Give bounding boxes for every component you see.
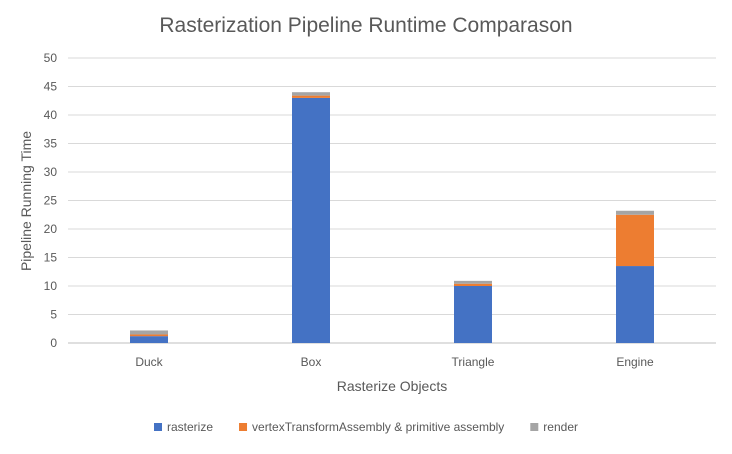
y-tick-label: 30 — [44, 165, 58, 179]
y-tick-label: 50 — [44, 51, 58, 65]
legend: rasterize vertexTransformAssembly & primi… — [154, 420, 578, 434]
bar-segment — [130, 330, 168, 335]
bar-segment — [130, 336, 168, 343]
bar-segment — [454, 283, 492, 286]
y-tick-label: 40 — [44, 108, 58, 122]
gridlines — [68, 57, 716, 344]
y-axis-title: Pipeline Running Time — [18, 131, 34, 271]
bar-segment — [292, 97, 330, 344]
x-tick-label: Triangle — [452, 355, 495, 369]
bar-segment — [616, 214, 654, 267]
bar-segment — [454, 286, 492, 343]
y-tick-labels: 0 5 10 15 20 25 30 35 40 45 50 — [44, 51, 58, 350]
bar-segment — [616, 266, 654, 343]
y-tick-label: 10 — [44, 279, 58, 293]
y-tick-label: 20 — [44, 222, 58, 236]
y-tick-label: 25 — [44, 194, 58, 208]
y-tick-label: 45 — [44, 80, 58, 94]
x-tick-label: Box — [301, 355, 322, 369]
y-tick-label: 5 — [50, 308, 57, 322]
bar-segment — [616, 210, 654, 215]
x-tick-labels: Duck Box Triangle Engine — [135, 355, 654, 369]
bar-segment — [292, 95, 330, 98]
bar-segment — [454, 280, 492, 284]
bar-segment — [130, 334, 168, 337]
chart-title: Rasterization Pipeline Runtime Comparaso… — [159, 14, 572, 37]
legend-label: vertexTransformAssembly & primitive asse… — [252, 420, 504, 434]
legend-swatch — [530, 423, 539, 431]
legend-swatch — [239, 423, 248, 431]
legend-label: rasterize — [167, 420, 213, 434]
y-tick-label: 35 — [44, 137, 58, 151]
x-tick-label: Duck — [135, 355, 163, 369]
legend-label: render — [543, 420, 578, 434]
y-tick-label: 15 — [44, 251, 58, 265]
legend-swatch — [154, 423, 163, 431]
bar-segment — [292, 92, 330, 96]
bars — [130, 92, 654, 344]
y-tick-label: 0 — [50, 336, 57, 350]
x-tick-label: Engine — [616, 355, 654, 369]
x-axis-title: Rasterize Objects — [337, 378, 447, 394]
